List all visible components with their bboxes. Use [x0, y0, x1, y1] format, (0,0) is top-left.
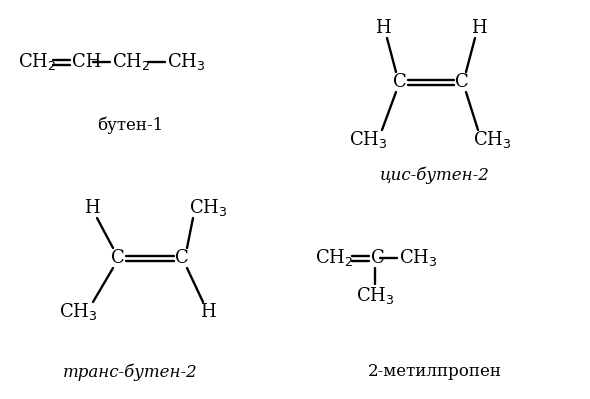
- Text: H: H: [375, 19, 391, 37]
- Text: CH$_3$: CH$_3$: [189, 198, 227, 219]
- Text: C: C: [393, 73, 407, 91]
- Text: CH$_3$: CH$_3$: [58, 302, 97, 322]
- Text: C: C: [111, 249, 125, 267]
- Text: C: C: [371, 249, 385, 267]
- Text: CH$_3$: CH$_3$: [399, 247, 438, 269]
- Text: H: H: [471, 19, 487, 37]
- Text: CH$_3$: CH$_3$: [356, 286, 394, 306]
- Text: CH$_2$: CH$_2$: [18, 51, 57, 73]
- Text: 2-метилпропен: 2-метилпропен: [368, 363, 502, 381]
- Text: H: H: [84, 199, 100, 217]
- Text: H: H: [200, 303, 216, 321]
- Text: CH$_3$: CH$_3$: [473, 130, 512, 150]
- Text: CH: CH: [72, 53, 101, 71]
- Text: CH$_2$: CH$_2$: [112, 51, 150, 73]
- Text: C: C: [455, 73, 469, 91]
- Text: CH$_3$: CH$_3$: [349, 130, 387, 150]
- Text: C: C: [175, 249, 189, 267]
- Text: CH$_2$: CH$_2$: [315, 247, 353, 269]
- Text: CH$_3$: CH$_3$: [167, 51, 205, 73]
- Text: бутен-1: бутен-1: [97, 116, 163, 134]
- Text: цис-бутен-2: цис-бутен-2: [380, 166, 490, 184]
- Text: транс-бутен-2: транс-бутен-2: [63, 363, 198, 381]
